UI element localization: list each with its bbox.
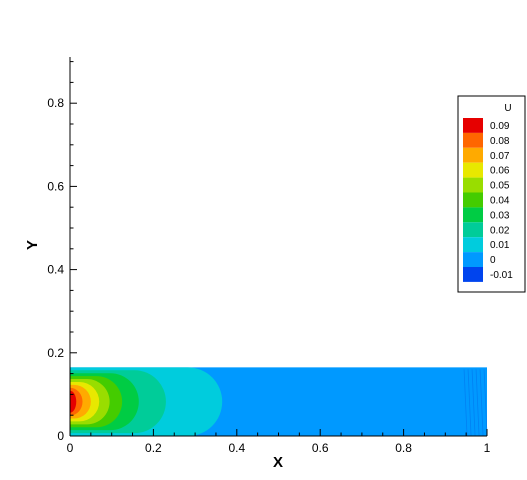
legend-label-0.08: 0.08 bbox=[490, 136, 510, 147]
legend-label-0: 0 bbox=[490, 255, 496, 266]
x-tick-label-0.4: 0.4 bbox=[228, 441, 245, 455]
x-tick-label-1: 1 bbox=[484, 441, 491, 455]
legend-label-0.07: 0.07 bbox=[490, 151, 510, 162]
hatch-line bbox=[467, 369, 472, 437]
legend-swatch-0 bbox=[463, 252, 483, 267]
x-tick-label-0.8: 0.8 bbox=[395, 441, 412, 455]
ticks: 0 0.2 0.4 0.6 0.8 1 0 0.2 0.4 0.6 0.8 bbox=[47, 61, 491, 455]
legend-label-0.03: 0.03 bbox=[490, 210, 510, 221]
x-axis-label: X bbox=[273, 454, 283, 471]
hatch-line bbox=[483, 369, 488, 437]
hatch-line bbox=[479, 369, 484, 437]
x-tick-label-0: 0 bbox=[67, 441, 74, 455]
y-tick-label-0: 0 bbox=[57, 429, 64, 443]
legend-swatch-0.02 bbox=[463, 222, 483, 238]
y-tick-label-0.8: 0.8 bbox=[47, 96, 64, 110]
legend-label-0.05: 0.05 bbox=[490, 181, 510, 192]
legend-label-0.01: 0.01 bbox=[490, 240, 510, 251]
legend-label-0.04: 0.04 bbox=[490, 195, 510, 206]
contour-band-0.09 bbox=[70, 390, 77, 413]
legend-swatch-0.03 bbox=[463, 207, 483, 223]
legend-title: U bbox=[504, 103, 511, 114]
legend-swatch-0.06 bbox=[463, 162, 483, 178]
legend-label--0.01: -0.01 bbox=[490, 270, 513, 281]
y-tick-label-0.2: 0.2 bbox=[47, 346, 64, 360]
legend-swatch-0.09 bbox=[463, 118, 483, 133]
hatch-line bbox=[475, 369, 480, 437]
x-tick-label-0.6: 0.6 bbox=[312, 441, 329, 455]
legend: U 0.09 0.08 0.07 0.06 0.05 0.04 0.03 0.02 0.01 0 -… bbox=[457, 95, 526, 293]
hatch-line bbox=[463, 369, 468, 437]
legend-swatch-0.01 bbox=[463, 237, 483, 253]
legend-swatch-0.07 bbox=[463, 147, 483, 163]
contour-layer bbox=[70, 367, 488, 437]
x-tick-label-0.2: 0.2 bbox=[145, 441, 162, 455]
legend-swatch--0.01 bbox=[463, 267, 483, 282]
legend-swatch-0.05 bbox=[463, 177, 483, 193]
outflow-hatch bbox=[463, 369, 488, 437]
legend-label-0.02: 0.02 bbox=[490, 225, 510, 236]
legend-swatch-0.04 bbox=[463, 192, 483, 208]
y-axis-label: Y bbox=[24, 240, 41, 250]
y-tick-label-0.4: 0.4 bbox=[47, 263, 64, 277]
y-tick-label-0.6: 0.6 bbox=[47, 179, 64, 193]
legend-swatch-0.08 bbox=[463, 132, 483, 148]
hatch-line bbox=[471, 369, 476, 437]
legend-label-0.06: 0.06 bbox=[490, 166, 510, 177]
legend-label-0.09: 0.09 bbox=[490, 121, 510, 132]
